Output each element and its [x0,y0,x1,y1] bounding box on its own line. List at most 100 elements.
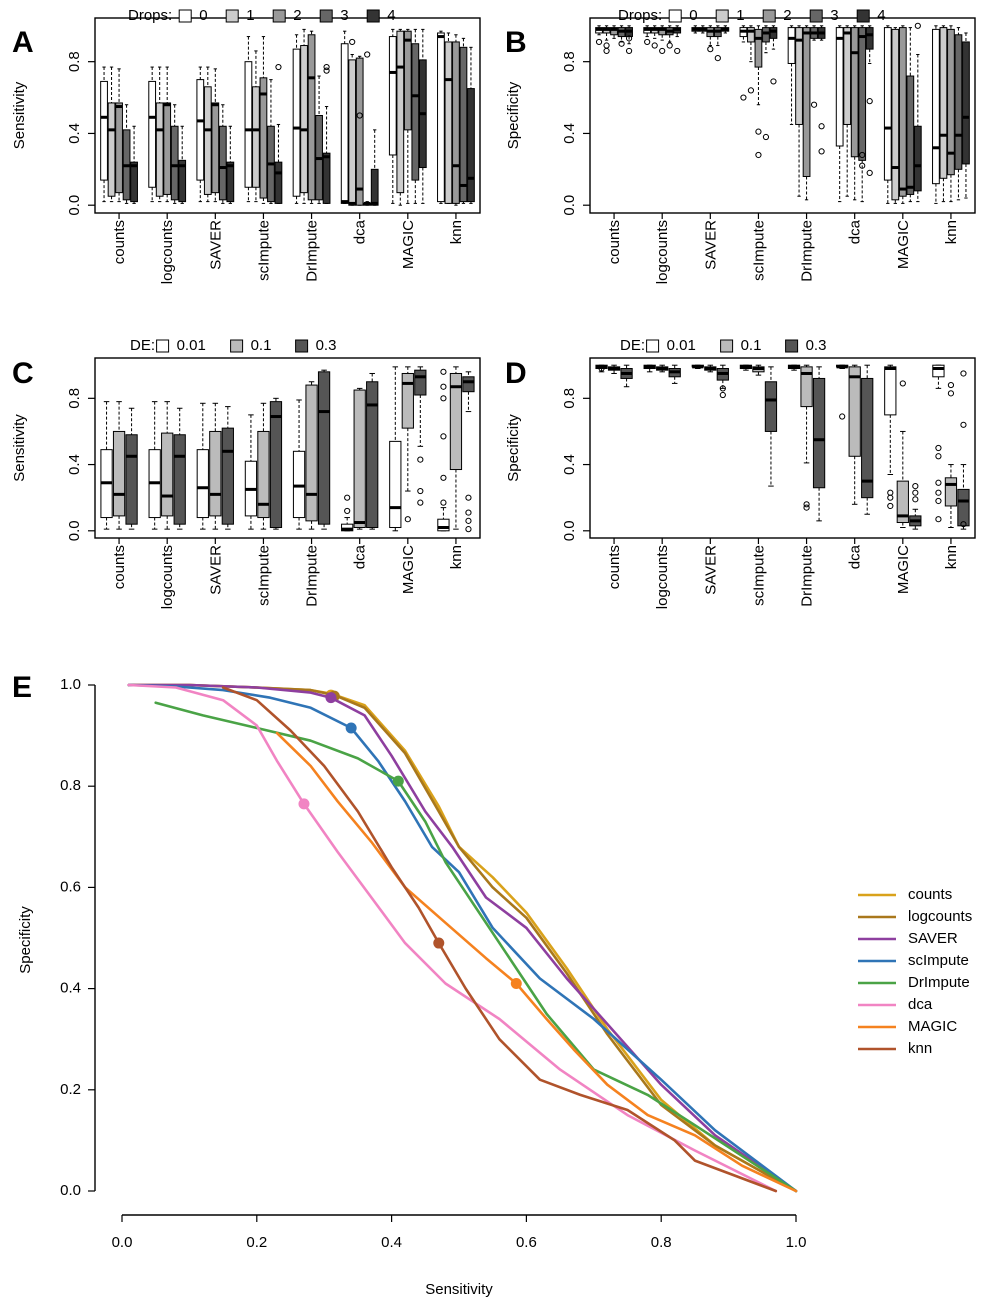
panel-e-x-tick-label: 0.2 [246,1234,267,1251]
panel-b-outlier [859,162,866,169]
panel-b-box [769,27,778,39]
panel-a-legend-label: 2 [293,7,301,24]
panel-c-y-tick-label: 0.4 [66,454,83,475]
panel-c-box [257,430,270,519]
panel-c-y-tick-label: 0.8 [66,388,83,409]
panel-b-outlier [666,42,673,49]
panel-d-outlier [935,516,942,523]
panel-d-category-label: counts [606,545,623,589]
panel-a-outlier [323,67,330,74]
panel-b-legend-swatch [762,9,776,23]
panel-c-box [209,430,222,517]
panel-b-outlier [659,47,666,55]
panel-a-box [411,43,420,181]
panel-d-outlier [887,494,894,501]
panel-c-outlier [465,509,472,516]
panel-a-box [307,34,316,201]
panel-d-category-label: logcounts [654,545,671,609]
panel-b-category-label: scImpute [750,220,767,281]
panel-b-outlier [755,151,762,159]
panel-b-category-label: DrImpute [799,220,816,282]
panel-e-legend-label: knn [908,1040,932,1057]
panel-a-box [100,80,108,181]
panel-d-outlier [947,390,955,397]
panel-e-x-tick-label: 0.6 [516,1234,537,1251]
panel-c-box [437,518,450,532]
panel-b-box [947,28,955,176]
panel-a-box [322,152,331,204]
panel-e-series-line-drimpute [154,701,798,1193]
panel-b-box [835,27,844,147]
panel-a-legend-swatch [178,9,192,23]
panel-d-category-label: scImpute [750,545,767,606]
panel-c-box [389,440,402,528]
panel-b-box [747,27,755,43]
panel-e-series-marker-scimpute [345,722,357,734]
panel-e-legend-label: counts [908,886,952,903]
panel-b-outlier [859,151,866,159]
panel-a-box [370,168,379,206]
panel-c-category-label: knn [448,545,465,569]
panel-d-category-label: MAGIC [895,545,912,594]
panel-b-category-label: knn [943,220,960,244]
panel-b-box [858,27,867,161]
panel-a-legend: Drops: 0 1 2 3 4 [128,7,396,24]
panel-a-box [300,45,308,194]
panel-e-legend-label: logcounts [908,908,972,925]
panel-c-box [269,401,283,528]
panel-d-y-tick-label: 0.8 [561,388,578,409]
panel-a-box [437,32,445,203]
panel-d-outlier [899,380,906,387]
panel-a-y-tick-label: 0.8 [66,51,83,72]
panel-a-box [467,88,475,203]
panel-b-outlier [747,87,755,94]
panel-e-x-axis-label: Sensitivity [425,1281,493,1298]
panel-d-box [848,366,861,457]
panel-b-outlier [625,47,633,55]
panel-c-category-label: dca [352,544,369,569]
panel-a-category-label: MAGIC [400,220,417,269]
panel-a-box [244,61,253,188]
panel-a-legend-label: 4 [387,7,395,24]
panel-d-box [812,377,826,489]
panel-b-y-tick-label: 0.8 [561,51,578,72]
panel-d-outlier [935,489,942,496]
panel-d-outlier [912,489,919,496]
panel-a-box [211,102,220,194]
panel-e-x-tick-label: 1.0 [786,1234,807,1251]
panel-b-outlier [674,47,681,55]
panel-c-outlier [344,507,351,515]
panel-a-legend-label: 3 [340,7,348,24]
panel-d-y-tick-label: 0.0 [561,520,578,541]
panel-a-box [403,30,412,131]
panel-c-box [221,427,234,525]
panel-c-legend-label: 0.01 [177,337,206,354]
panel-c-box [292,450,306,519]
panel-d-legend-swatch [720,339,734,353]
panel-c-frame [94,357,481,539]
panel-e-series-marker-knn [433,937,445,949]
panel-c-outlier [465,517,472,524]
panel-a-category-label: scImpute [255,220,272,281]
panel-d-outlier [960,521,967,528]
panel-c-outlier [440,433,447,440]
panel-c-outlier [440,368,447,375]
panel-e-x-tick-label: 0.4 [381,1234,402,1251]
panel-b-box [843,27,852,125]
panel-a-box [163,102,172,195]
panel-a-box [252,86,260,188]
panel-e-series-line-knn [221,686,778,1193]
panel-b-legend-title: Drops: [618,7,662,24]
panel-d-legend-swatch [785,339,799,353]
panel-b-box [954,34,963,170]
panel-e-series-marker-dca [298,798,310,810]
panel-a-box [340,43,349,204]
panel-b-box [898,27,907,197]
panel-c-box [173,434,186,525]
panel-c-category-label: scImpute [255,545,272,606]
panel-b-y-axis-label: Specificity [505,81,522,149]
panel-b-outlier [707,46,714,53]
panel-a-boxplot: A 0.0 0.4 0.8 Sensitivity counts logcounts SAVE… [11,7,481,284]
panel-a-box [203,86,212,195]
